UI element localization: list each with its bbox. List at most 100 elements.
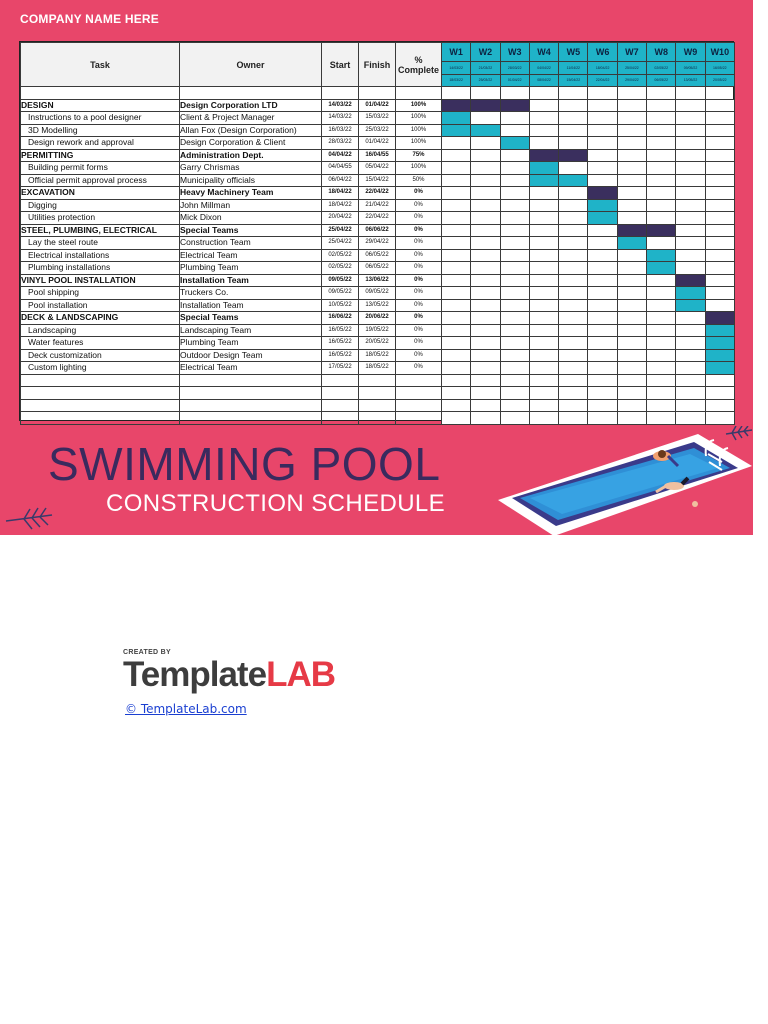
- start-cell[interactable]: 25/04/22: [321, 223, 359, 237]
- owner-cell[interactable]: Landscaping Team: [179, 323, 322, 337]
- task-cell[interactable]: VINYL POOL INSTALLATION: [20, 273, 180, 287]
- complete-cell[interactable]: 0%: [395, 336, 442, 350]
- task-cell[interactable]: PERMITTING: [20, 148, 180, 162]
- complete-cell[interactable]: 0%: [395, 348, 442, 362]
- task-cell[interactable]: Water features: [20, 336, 180, 350]
- start-cell[interactable]: 02/05/22: [321, 248, 359, 262]
- finish-cell[interactable]: 20/05/22: [358, 336, 396, 350]
- complete-cell[interactable]: 0%: [395, 211, 442, 225]
- start-cell[interactable]: 17/05/22: [321, 361, 359, 375]
- start-cell[interactable]: 04/04/55: [321, 161, 359, 175]
- task-cell[interactable]: [20, 411, 180, 425]
- owner-cell[interactable]: Client & Project Manager: [179, 111, 322, 125]
- complete-cell[interactable]: [395, 373, 442, 387]
- task-cell[interactable]: Plumbing installations: [20, 261, 180, 275]
- task-cell[interactable]: Lay the steel route: [20, 236, 180, 250]
- finish-cell[interactable]: 13/05/22: [358, 298, 396, 312]
- start-cell[interactable]: 18/04/22: [321, 198, 359, 212]
- owner-cell[interactable]: [179, 398, 322, 412]
- finish-cell[interactable]: 06/06/22: [358, 223, 396, 237]
- start-cell[interactable]: 16/03/22: [321, 123, 359, 137]
- owner-cell[interactable]: Municipality officials: [179, 173, 322, 187]
- complete-cell[interactable]: 100%: [395, 98, 442, 112]
- complete-cell[interactable]: 0%: [395, 223, 442, 237]
- complete-cell[interactable]: 0%: [395, 361, 442, 375]
- start-cell[interactable]: 06/04/22: [321, 173, 359, 187]
- task-cell[interactable]: Electrical installations: [20, 248, 180, 262]
- finish-cell[interactable]: 09/05/22: [358, 286, 396, 300]
- start-cell[interactable]: 10/05/22: [321, 298, 359, 312]
- templatelab-link[interactable]: © TemplateLab.com: [125, 702, 247, 716]
- start-cell[interactable]: [321, 386, 359, 400]
- start-cell[interactable]: 04/04/22: [321, 148, 359, 162]
- task-cell[interactable]: EXCAVATION: [20, 186, 180, 200]
- owner-cell[interactable]: [179, 386, 322, 400]
- owner-cell[interactable]: Mick Dixon: [179, 211, 322, 225]
- task-cell[interactable]: [20, 373, 180, 387]
- finish-cell[interactable]: [358, 373, 396, 387]
- start-cell[interactable]: 20/04/22: [321, 211, 359, 225]
- owner-cell[interactable]: Special Teams: [179, 311, 322, 325]
- start-cell[interactable]: [321, 373, 359, 387]
- finish-cell[interactable]: 01/04/22: [358, 136, 396, 150]
- owner-cell[interactable]: [179, 411, 322, 425]
- owner-cell[interactable]: Plumbing Team: [179, 261, 322, 275]
- owner-cell[interactable]: [179, 373, 322, 387]
- finish-cell[interactable]: 22/04/22: [358, 186, 396, 200]
- start-cell[interactable]: [321, 398, 359, 412]
- owner-cell[interactable]: John Millman: [179, 198, 322, 212]
- owner-cell[interactable]: Installation Team: [179, 273, 322, 287]
- finish-cell[interactable]: 13/06/22: [358, 273, 396, 287]
- owner-cell[interactable]: Installation Team: [179, 298, 322, 312]
- task-cell[interactable]: Design rework and approval: [20, 136, 180, 150]
- start-cell[interactable]: 18/04/22: [321, 186, 359, 200]
- complete-cell[interactable]: 0%: [395, 286, 442, 300]
- task-cell[interactable]: Pool shipping: [20, 286, 180, 300]
- complete-cell[interactable]: 0%: [395, 198, 442, 212]
- owner-cell[interactable]: Design Corporation LTD: [179, 98, 322, 112]
- finish-cell[interactable]: 15/04/22: [358, 173, 396, 187]
- start-cell[interactable]: 09/05/22: [321, 286, 359, 300]
- task-cell[interactable]: DESIGN: [20, 98, 180, 112]
- complete-cell[interactable]: 100%: [395, 136, 442, 150]
- owner-cell[interactable]: Construction Team: [179, 236, 322, 250]
- owner-cell[interactable]: Allan Fox (Design Corporation): [179, 123, 322, 137]
- finish-cell[interactable]: 06/05/22: [358, 248, 396, 262]
- finish-cell[interactable]: 22/04/22: [358, 211, 396, 225]
- start-cell[interactable]: 16/05/22: [321, 348, 359, 362]
- owner-cell[interactable]: Design Corporation & Client: [179, 136, 322, 150]
- complete-cell[interactable]: [395, 386, 442, 400]
- owner-cell[interactable]: Electrical Team: [179, 248, 322, 262]
- finish-cell[interactable]: [358, 386, 396, 400]
- owner-cell[interactable]: Garry Chrismas: [179, 161, 322, 175]
- owner-cell[interactable]: Administration Dept.: [179, 148, 322, 162]
- start-cell[interactable]: 25/04/22: [321, 236, 359, 250]
- start-cell[interactable]: 16/05/22: [321, 336, 359, 350]
- finish-cell[interactable]: 16/04/55: [358, 148, 396, 162]
- complete-cell[interactable]: 0%: [395, 311, 442, 325]
- task-cell[interactable]: Building permit forms: [20, 161, 180, 175]
- owner-cell[interactable]: Heavy Machinery Team: [179, 186, 322, 200]
- task-cell[interactable]: Instructions to a pool designer: [20, 111, 180, 125]
- finish-cell[interactable]: 05/04/22: [358, 161, 396, 175]
- task-cell[interactable]: Utilities protection: [20, 211, 180, 225]
- start-cell[interactable]: 16/06/22: [321, 311, 359, 325]
- finish-cell[interactable]: 18/05/22: [358, 361, 396, 375]
- complete-cell[interactable]: 0%: [395, 186, 442, 200]
- complete-cell[interactable]: 50%: [395, 173, 442, 187]
- owner-cell[interactable]: Special Teams: [179, 223, 322, 237]
- task-cell[interactable]: Official permit approval process: [20, 173, 180, 187]
- complete-cell[interactable]: 0%: [395, 248, 442, 262]
- task-cell[interactable]: Pool installation: [20, 298, 180, 312]
- start-cell[interactable]: 14/03/22: [321, 98, 359, 112]
- complete-cell[interactable]: [395, 411, 442, 425]
- task-cell[interactable]: [20, 398, 180, 412]
- complete-cell[interactable]: 0%: [395, 298, 442, 312]
- owner-cell[interactable]: Outdoor Design Team: [179, 348, 322, 362]
- start-cell[interactable]: 09/05/22: [321, 273, 359, 287]
- complete-cell[interactable]: 0%: [395, 236, 442, 250]
- finish-cell[interactable]: [358, 398, 396, 412]
- owner-cell[interactable]: Electrical Team: [179, 361, 322, 375]
- task-cell[interactable]: [20, 386, 180, 400]
- owner-cell[interactable]: Truckers Co.: [179, 286, 322, 300]
